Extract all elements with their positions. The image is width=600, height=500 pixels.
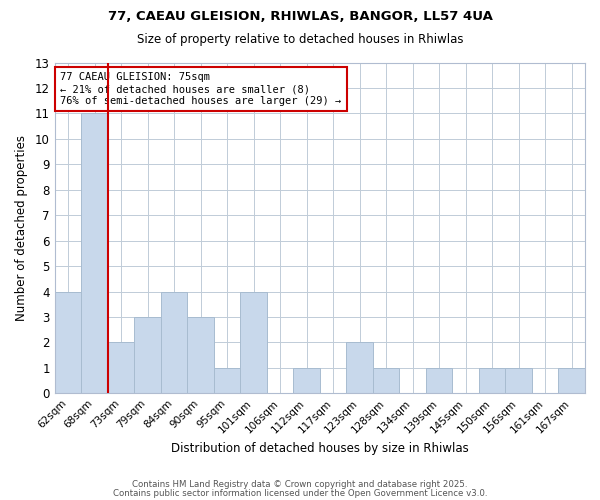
Text: 77 CAEAU GLEISION: 75sqm
← 21% of detached houses are smaller (8)
76% of semi-de: 77 CAEAU GLEISION: 75sqm ← 21% of detach… (60, 72, 341, 106)
X-axis label: Distribution of detached houses by size in Rhiwlas: Distribution of detached houses by size … (171, 442, 469, 455)
Bar (346, 342, 373, 394)
Text: Contains public sector information licensed under the Open Government Licence v3: Contains public sector information licen… (113, 488, 487, 498)
Bar (479, 368, 505, 394)
Bar (108, 342, 134, 394)
Bar (505, 368, 532, 394)
Y-axis label: Number of detached properties: Number of detached properties (15, 135, 28, 321)
Bar (426, 368, 452, 394)
Bar (214, 368, 241, 394)
Bar (293, 368, 320, 394)
Text: Contains HM Land Registry data © Crown copyright and database right 2025.: Contains HM Land Registry data © Crown c… (132, 480, 468, 489)
Text: Size of property relative to detached houses in Rhiwlas: Size of property relative to detached ho… (137, 32, 463, 46)
Bar (241, 292, 267, 394)
Text: 77, CAEAU GLEISION, RHIWLAS, BANGOR, LL57 4UA: 77, CAEAU GLEISION, RHIWLAS, BANGOR, LL5… (107, 10, 493, 23)
Bar (55, 292, 82, 394)
Bar (134, 317, 161, 394)
Bar (373, 368, 400, 394)
Bar (559, 368, 585, 394)
Bar (82, 114, 108, 394)
Bar (161, 292, 187, 394)
Bar (187, 317, 214, 394)
